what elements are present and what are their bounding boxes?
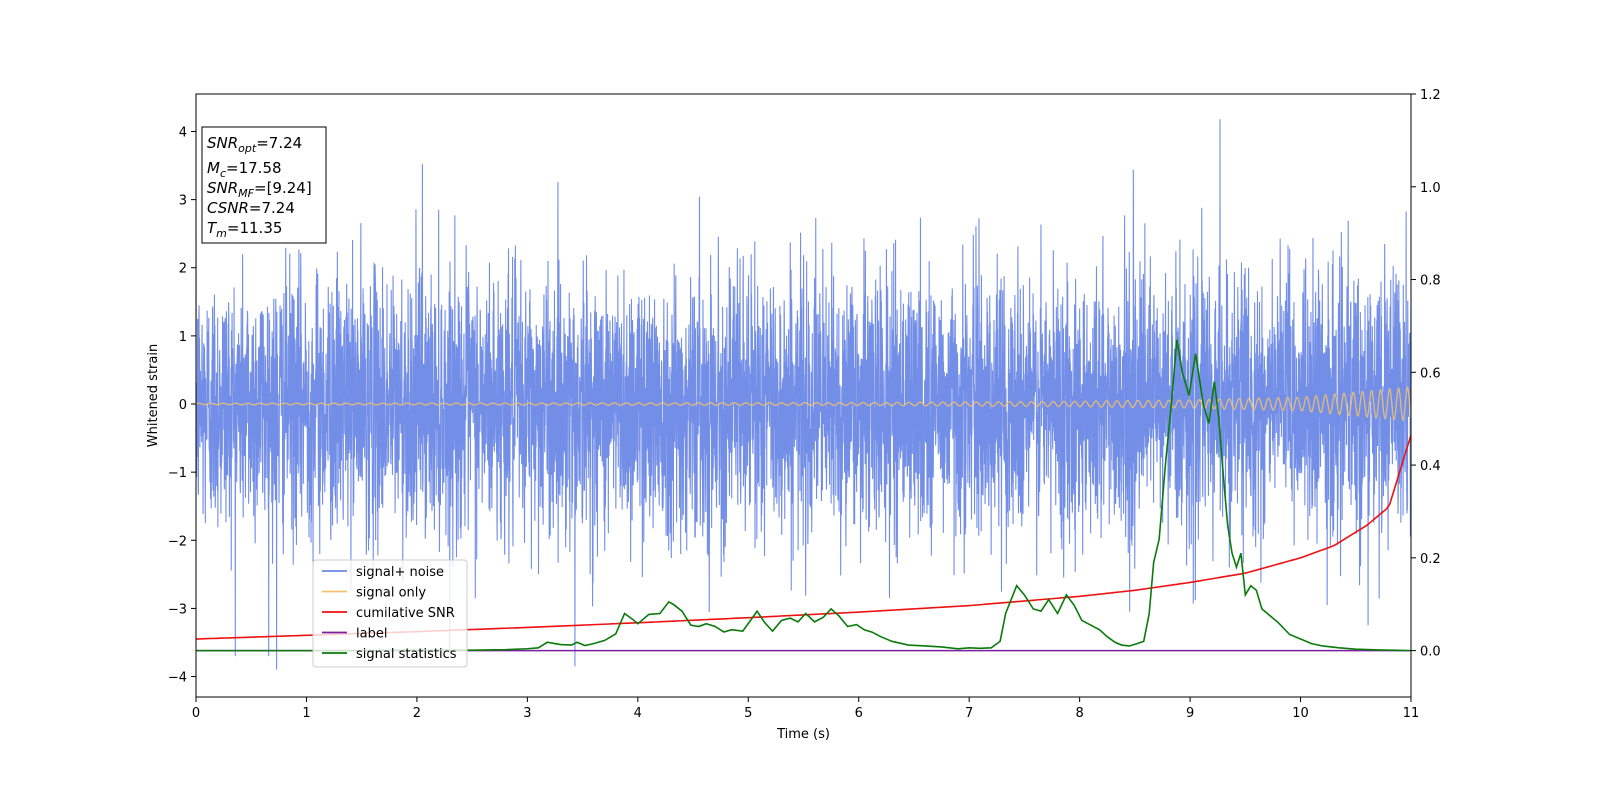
- x-tick-label: 4: [634, 706, 642, 721]
- info-box-line: SNRopt=7.24: [207, 134, 302, 155]
- legend: signal+ noise signal only cumilative SNR la…: [312, 559, 468, 668]
- info-box: SNRopt=7.24 Mc=17.58SNRMF=[9.24]CSNR=7.24…: [201, 126, 327, 244]
- series-signal-only-line: [196, 386, 1411, 422]
- y-left-tick-label: −3: [168, 602, 187, 617]
- y-right-tick-label: 1.0: [1420, 181, 1441, 196]
- y-right-tick-label: 1.2: [1420, 88, 1441, 103]
- x-tick-label: 8: [1075, 706, 1083, 721]
- x-axis-label: Time (s): [776, 727, 830, 742]
- y-right-tick-label: 0.4: [1420, 459, 1441, 474]
- info-box-line: CSNR=7.24: [207, 199, 295, 217]
- series-signal-statistics-line: [196, 339, 1411, 652]
- info-box-line: Mc=17.58: [207, 159, 282, 180]
- y-right-tick-label: 0.8: [1420, 274, 1441, 289]
- y-left-tick-label: −1: [168, 466, 187, 481]
- info-box-line: Tm=11.35: [207, 219, 282, 240]
- x-tick-label: 9: [1186, 706, 1194, 721]
- legend-entry-label: signal+ noise: [356, 565, 444, 580]
- x-axis: 0 1 2 3 4 5 6 7 8 9 10 11: [192, 697, 1419, 721]
- y-axis-right: 0.0 0.2 0.4 0.6 0.8 1.0 1.2: [1411, 88, 1441, 660]
- legend-entry-label: signal only: [356, 586, 426, 601]
- x-tick-label: 7: [965, 706, 973, 721]
- legend-frame: [312, 559, 468, 668]
- y-right-tick-label: 0.0: [1420, 645, 1441, 660]
- legend-entry-label: label: [356, 627, 387, 642]
- y-left-tick-label: −4: [168, 671, 187, 686]
- x-tick-label: 1: [302, 706, 310, 721]
- x-tick-label: 5: [744, 706, 752, 721]
- info-box-line: SNRMF=[9.24]: [207, 179, 312, 200]
- y-left-tick-label: 4: [179, 125, 187, 140]
- plot-frame: [195, 93, 1412, 698]
- y-left-tick-label: 3: [179, 194, 187, 209]
- y-axis-left: −4 −3 −2 −1 0 1 2 3 4: [168, 125, 196, 686]
- y-left-tick-label: 2: [179, 262, 187, 277]
- legend-entry-label: cumilative SNR: [356, 606, 455, 621]
- y-right-tick-label: 0.2: [1420, 552, 1441, 567]
- x-tick-label: 3: [523, 706, 531, 721]
- x-tick-label: 11: [1403, 706, 1420, 721]
- y-left-tick-label: −2: [168, 534, 187, 549]
- y-right-tick-label: 0.6: [1420, 366, 1441, 381]
- legend-entry-label: signal statistics: [356, 647, 457, 662]
- y-left-tick-label: 1: [179, 330, 187, 345]
- x-tick-label: 6: [855, 706, 863, 721]
- y-left-tick-label: 0: [179, 398, 187, 413]
- x-tick-label: 10: [1292, 706, 1309, 721]
- info-box-frame: [201, 126, 327, 244]
- x-tick-label: 2: [413, 706, 421, 721]
- series-signal-noise-line: [196, 119, 1411, 670]
- y-axis-label: Whitened strain: [146, 344, 161, 447]
- x-tick-label: 0: [192, 706, 200, 721]
